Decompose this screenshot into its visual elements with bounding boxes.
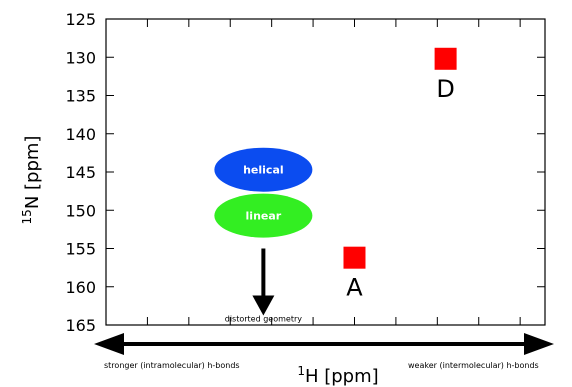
region-helical: [214, 147, 313, 192]
region-ellipses: helical linear: [214, 147, 313, 238]
y-tick-label: 140: [65, 125, 96, 144]
data-points: AD: [343, 47, 457, 302]
scale-right-label: weaker (intermolecular) h-bonds: [408, 361, 539, 370]
data-label-A: A: [346, 274, 363, 302]
region-label-helical: helical: [243, 164, 284, 177]
region-label-linear: linear: [246, 210, 282, 223]
y-tick-label: 165: [65, 316, 96, 335]
scale-left-label: stronger (intramolecular) h-bonds: [104, 361, 240, 370]
y-tick-label: 160: [65, 278, 96, 297]
y-tick-label: 130: [65, 48, 96, 67]
annotation-arrow-head: [252, 295, 275, 316]
annotation-label: distorted geometry: [225, 315, 303, 324]
y-tick-label: 125: [65, 10, 96, 29]
y-axis: 125 130 135 140 145 150 155 160 165: [65, 10, 545, 335]
y-axis-label: 15N [ppm]: [20, 136, 43, 225]
data-label-D: D: [436, 75, 454, 103]
data-point-A: [343, 246, 366, 269]
y-tick-label: 135: [65, 87, 96, 106]
x-axis: [146, 19, 521, 325]
y-tick-label: 145: [65, 163, 96, 182]
plot-frame: [105, 18, 546, 326]
h-bond-scale-arrow: [94, 333, 554, 355]
x-axis-label: 1H [ppm]: [297, 364, 378, 387]
data-point-D: [434, 47, 457, 70]
y-tick-label: 155: [65, 240, 96, 259]
annotations: distorted geometry: [225, 248, 303, 324]
y-tick-label: 150: [65, 201, 96, 220]
region-linear: [214, 193, 313, 238]
